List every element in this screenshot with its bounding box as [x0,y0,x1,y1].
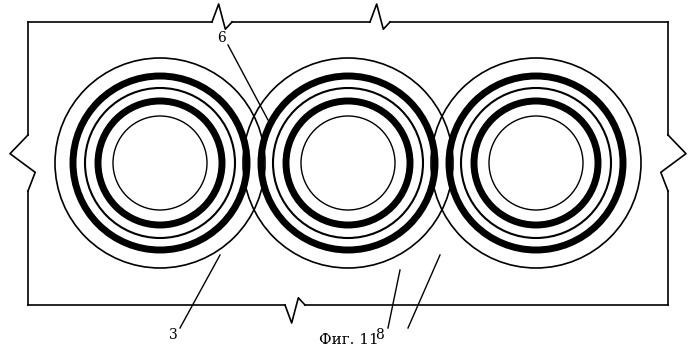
Text: 3: 3 [168,328,178,342]
Text: 8: 8 [375,328,384,342]
Text: 6: 6 [217,31,226,45]
Text: Фиг. 11: Фиг. 11 [319,333,379,347]
